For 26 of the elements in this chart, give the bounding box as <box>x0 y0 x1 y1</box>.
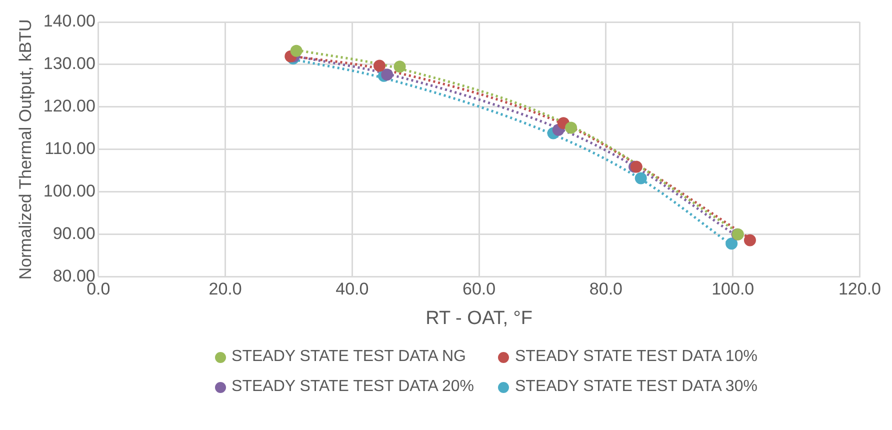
point <box>373 60 386 72</box>
y-tick-label: 120.00 <box>43 96 96 116</box>
x-tick-label: 120.0 <box>838 280 882 299</box>
point <box>634 172 647 184</box>
x-axis-title: RT - OAT, °F <box>426 308 532 329</box>
x-tick-label: 20.0 <box>208 280 242 299</box>
y-tick-label: 140.00 <box>43 12 96 31</box>
point <box>381 68 394 81</box>
y-tick-label: 110.00 <box>44 139 96 158</box>
legend-label: STEADY STATE TEST DATA 20% <box>232 378 474 396</box>
x-tick-label: 80.0 <box>589 280 622 299</box>
y-tick-label: 130.00 <box>43 54 96 74</box>
y-tick-label: 90.00 <box>52 224 96 244</box>
point <box>726 238 738 250</box>
x-tick-label: 40.0 <box>336 280 369 299</box>
x-tick-label: 60.0 <box>462 280 496 299</box>
point <box>565 122 578 134</box>
x-tick-label: 100.0 <box>712 280 754 299</box>
y-tick-label: 100.00 <box>43 182 96 201</box>
y-axis-title: Normalized Thermal Output, kBTU <box>16 19 35 280</box>
legend-label: STEADY STATE TEST DATA NG <box>232 348 466 366</box>
point <box>290 44 302 57</box>
legend-label: STEADY STATE TEST DATA 30% <box>515 378 758 396</box>
legend-label: STEADY STATE TEST DATA 10% <box>515 348 758 366</box>
point <box>394 60 406 73</box>
point <box>744 234 756 246</box>
